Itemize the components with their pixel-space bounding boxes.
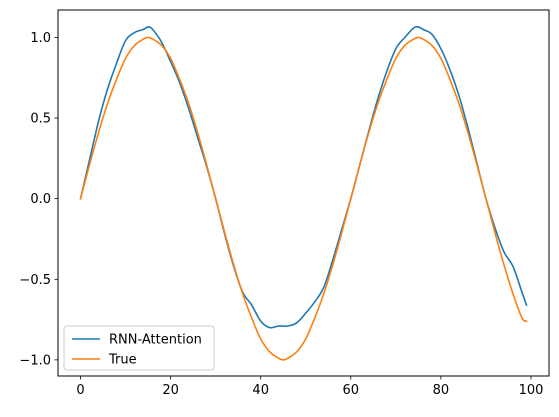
y-tick-label: −1.0 bbox=[19, 353, 51, 368]
legend-label: True bbox=[108, 353, 137, 368]
x-axis-ticks: 0 20 40 60 80 100 bbox=[76, 376, 543, 398]
x-tick-label: 80 bbox=[433, 383, 450, 398]
y-tick-label: 0.0 bbox=[30, 192, 51, 207]
x-tick-label: 20 bbox=[162, 383, 179, 398]
series-line-true bbox=[79, 36, 528, 361]
series-lines bbox=[79, 25, 528, 361]
legend: RNN-Attention True bbox=[63, 325, 215, 371]
legend-box bbox=[63, 325, 215, 371]
x-tick-label: 40 bbox=[252, 383, 269, 398]
plot-frame bbox=[57, 9, 550, 377]
y-tick-label: 1.0 bbox=[30, 31, 51, 46]
y-axis-ticks: 1.0 0.5 0.0 −0.5 −1.0 bbox=[19, 31, 58, 368]
x-tick-label: 0 bbox=[76, 383, 84, 398]
y-tick-label: −0.5 bbox=[19, 273, 51, 288]
x-tick-label: 60 bbox=[343, 383, 360, 398]
legend-label: RNN-Attention bbox=[109, 333, 202, 348]
plot-area bbox=[58, 10, 549, 376]
series-line-rnn-attention bbox=[79, 25, 528, 329]
y-tick-label: 0.5 bbox=[30, 112, 51, 127]
x-tick-label: 100 bbox=[519, 383, 544, 398]
